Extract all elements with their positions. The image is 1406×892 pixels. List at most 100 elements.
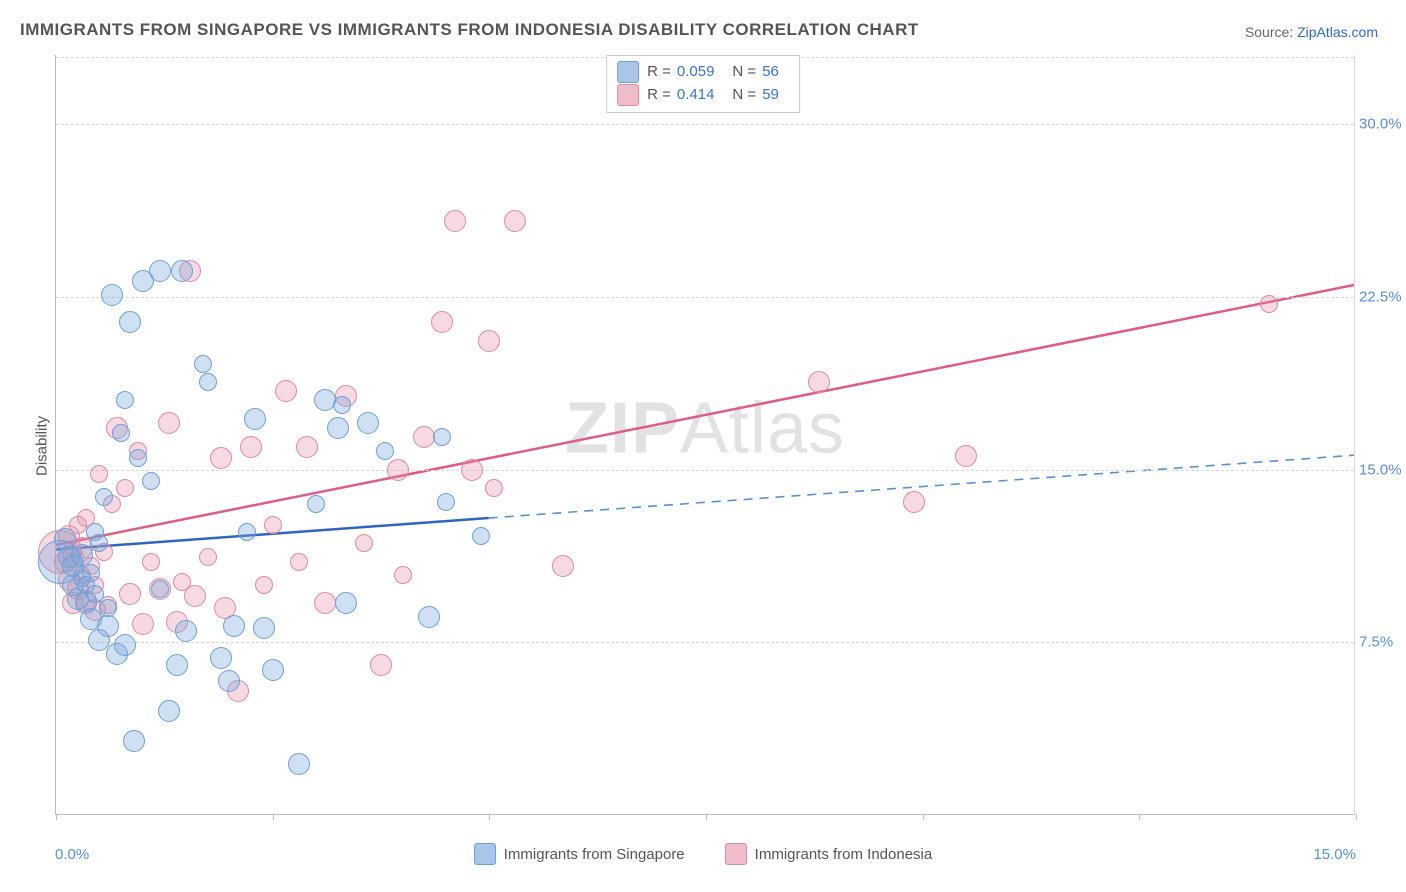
x-axis-max-label: 15.0%: [1313, 846, 1356, 863]
data-point: [264, 516, 282, 534]
data-point: [210, 647, 232, 669]
data-point: [244, 408, 266, 430]
data-point: [95, 488, 113, 506]
data-point: [90, 534, 108, 552]
data-point: [437, 493, 455, 511]
data-point: [314, 592, 336, 614]
data-point: [433, 428, 451, 446]
data-point: [158, 700, 180, 722]
data-point: [444, 210, 466, 232]
data-point: [99, 599, 117, 617]
data-point: [903, 491, 925, 513]
data-point: [955, 445, 977, 467]
source-link[interactable]: ZipAtlas.com: [1297, 24, 1378, 40]
legend-row-singapore: R = 0.059 N = 56: [617, 60, 789, 83]
data-point: [253, 617, 275, 639]
legend-row-indonesia: R = 0.414 N = 59: [617, 83, 789, 106]
data-point: [142, 472, 160, 490]
data-point: [552, 555, 574, 577]
watermark-text: ZIPAtlas: [565, 387, 845, 469]
data-point: [90, 465, 108, 483]
data-point: [472, 527, 490, 545]
legend-item-singapore: Immigrants from Singapore: [474, 843, 685, 865]
y-tick-label: 30.0%: [1359, 116, 1406, 133]
data-point: [1260, 295, 1278, 313]
chart-title: IMMIGRANTS FROM SINGAPORE VS IMMIGRANTS …: [20, 20, 919, 40]
x-tick: [923, 814, 924, 820]
data-point: [370, 654, 392, 676]
data-point: [290, 553, 308, 571]
data-point: [431, 311, 453, 333]
swatch-singapore-icon: [474, 843, 496, 865]
data-point: [240, 436, 262, 458]
data-point: [376, 442, 394, 460]
data-point: [142, 553, 160, 571]
x-tick: [706, 814, 707, 820]
correlation-legend: R = 0.059 N = 56 R = 0.414 N = 59: [606, 55, 800, 113]
source-attribution: Source: ZipAtlas.com: [1245, 24, 1378, 40]
data-point: [101, 284, 123, 306]
y-axis-title: Disability: [34, 416, 51, 476]
data-point: [355, 534, 373, 552]
gridline: [56, 297, 1354, 298]
data-point: [387, 459, 409, 481]
data-point: [461, 459, 483, 481]
data-point: [158, 412, 180, 434]
data-point: [97, 615, 119, 637]
data-point: [394, 566, 412, 584]
legend-item-indonesia: Immigrants from Indonesia: [725, 843, 933, 865]
y-tick-label: 7.5%: [1359, 634, 1406, 651]
data-point: [335, 592, 357, 614]
data-point: [223, 615, 245, 637]
data-point: [114, 634, 136, 656]
data-point: [132, 613, 154, 635]
x-tick: [1139, 814, 1140, 820]
data-point: [327, 417, 349, 439]
data-point: [262, 659, 284, 681]
data-point: [116, 391, 134, 409]
data-point: [123, 730, 145, 752]
data-point: [116, 479, 134, 497]
y-tick-label: 15.0%: [1359, 461, 1406, 478]
scatter-plot-area: ZIPAtlas 7.5%15.0%22.5%30.0%: [55, 55, 1355, 815]
data-point: [149, 260, 171, 282]
data-point: [199, 548, 217, 566]
x-tick: [56, 814, 57, 820]
series-legend: Immigrants from Singapore Immigrants fro…: [0, 843, 1406, 865]
data-point: [504, 210, 526, 232]
data-point: [218, 670, 240, 692]
swatch-indonesia-icon: [725, 843, 747, 865]
data-point: [808, 371, 830, 393]
data-point: [175, 620, 197, 642]
data-point: [199, 373, 217, 391]
data-point: [314, 389, 336, 411]
data-point: [166, 654, 188, 676]
data-point: [296, 436, 318, 458]
x-axis-min-label: 0.0%: [55, 846, 89, 863]
x-tick: [1356, 814, 1357, 820]
data-point: [129, 449, 147, 467]
data-point: [478, 330, 500, 352]
data-point: [151, 580, 169, 598]
y-tick-label: 22.5%: [1359, 288, 1406, 305]
data-point: [333, 396, 351, 414]
gridline: [56, 470, 1354, 471]
data-point: [275, 380, 297, 402]
data-point: [194, 355, 212, 373]
data-point: [418, 606, 440, 628]
data-point: [119, 311, 141, 333]
swatch-indonesia: [617, 84, 639, 106]
data-point: [119, 583, 141, 605]
gridline: [56, 642, 1354, 643]
data-point: [307, 495, 325, 513]
data-point: [171, 260, 193, 282]
swatch-singapore: [617, 61, 639, 83]
trend-lines-layer: [56, 55, 1354, 814]
data-point: [112, 424, 130, 442]
data-point: [210, 447, 232, 469]
data-point: [184, 585, 206, 607]
data-point: [238, 523, 256, 541]
x-tick: [489, 814, 490, 820]
data-point: [71, 544, 93, 566]
data-point: [82, 564, 100, 582]
